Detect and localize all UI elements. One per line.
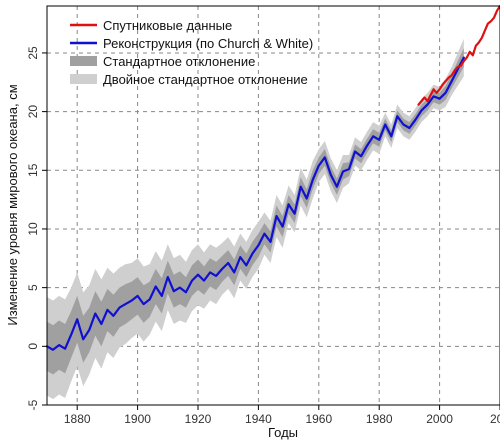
satellite-line (417, 4, 500, 106)
x-tick-label: 1920 (185, 412, 212, 426)
y-tick-label: 5 (26, 284, 40, 291)
x-tick-label: 1980 (366, 412, 393, 426)
legend-swatch-std-dev (70, 56, 97, 66)
y-tick-label: 0 (26, 343, 40, 350)
legend: Спутниковые данные Реконструкция (по Chu… (70, 18, 313, 87)
legend-label-std-dev: Стандартное отклонение (103, 54, 255, 69)
legend-label-reconstruction: Реконструкция (по Church & White) (103, 36, 313, 51)
reconstruction-line (45, 56, 465, 351)
x-tick-label: 1900 (124, 412, 151, 426)
y-tick-label: 15 (26, 163, 40, 177)
y-tick-label: 10 (26, 222, 40, 236)
x-tick-label: 1880 (64, 412, 91, 426)
x-axis-label: Годы (268, 425, 298, 440)
legend-label-satellite: Спутниковые данные (103, 18, 232, 33)
y-tick-label: 20 (26, 105, 40, 119)
y-tick-label: 25 (26, 46, 40, 60)
plot-frame (46, 5, 500, 406)
std-dev-band (47, 48, 464, 375)
legend-label-double-std-dev: Двойное стандартное отклонение (103, 72, 308, 87)
axis-ticks: 1880 1900 1920 1940 1960 1980 2000 202 -5 0 5 10 15 2… (26, 46, 500, 426)
y-axis-label: Изменение уровня мирового океана, см (5, 84, 20, 325)
uncertainty-bands (47, 38, 464, 400)
legend-swatch-double-std-dev (70, 74, 97, 84)
x-tick-label: 202 (490, 412, 500, 426)
x-tick-label: 2000 (426, 412, 453, 426)
x-tick-label: 1940 (245, 412, 272, 426)
series-lines (45, 4, 500, 351)
x-tick-label: 1960 (305, 412, 332, 426)
y-tick-label: -5 (26, 399, 40, 410)
